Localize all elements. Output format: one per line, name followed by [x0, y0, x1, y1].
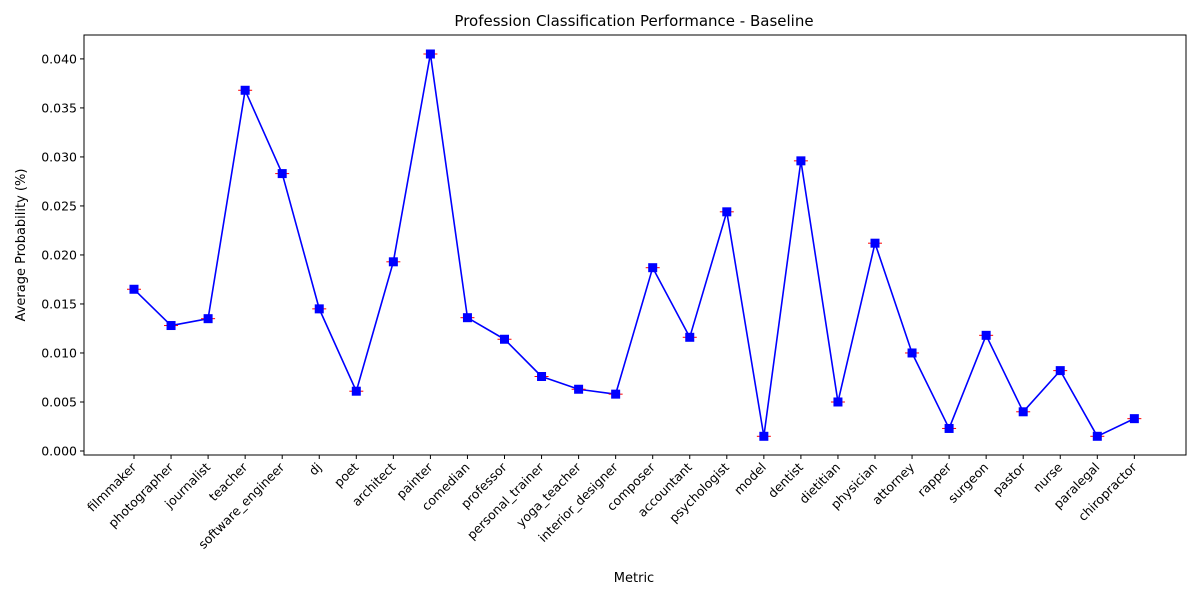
data-point-marker: [648, 263, 658, 273]
chart-title: Profession Classification Performance - …: [454, 12, 813, 30]
data-point-marker: [944, 423, 954, 433]
data-point-marker: [314, 304, 324, 314]
data-point-marker: [351, 386, 361, 396]
y-tick-label: 0.015: [41, 296, 77, 311]
x-tick-label: model: [731, 460, 769, 498]
y-tick-label: 0.040: [41, 51, 77, 66]
x-axis-title: Metric: [614, 571, 654, 586]
x-axis-ticks: filmmakerphotographerjournalistteacherso…: [84, 455, 1140, 552]
data-point-marker: [500, 334, 509, 344]
x-tick-label: yoga_teacher: [513, 459, 584, 530]
data-point-marker: [203, 314, 213, 324]
data-point-marker: [1055, 366, 1065, 376]
x-tick-label: nurse: [1030, 459, 1066, 495]
data-point-marker: [1129, 414, 1139, 424]
data-point-marker: [277, 169, 287, 179]
data-point-marker: [574, 384, 584, 394]
data-point-marker: [833, 397, 843, 407]
y-tick-label: 0.020: [41, 247, 77, 262]
y-tick-label: 0.005: [41, 394, 77, 409]
data-point-marker: [611, 389, 621, 399]
data-point-marker: [722, 207, 732, 217]
y-tick-label: 0.025: [41, 198, 77, 213]
series-line: [133, 53, 1135, 438]
data-point-marker: [1092, 431, 1102, 441]
data-point-marker: [537, 372, 547, 382]
plot-area-frame: [83, 34, 1187, 456]
data-point-marker: [166, 321, 176, 331]
data-point-marker: [425, 49, 435, 59]
data-point-marker: [388, 257, 398, 267]
data-point-marker: [870, 238, 880, 248]
data-point-marker: [462, 313, 472, 323]
data-point-marker: [759, 431, 769, 441]
y-tick-label: 0.030: [41, 149, 77, 164]
y-axis-ticks: 0.000 0.005 0.010 0.015 0.020 0.025 0.030 0.035…: [41, 51, 84, 459]
data-point-marker: [240, 85, 250, 95]
x-tick-label: dj: [306, 460, 325, 479]
x-tick-label: surgeon: [945, 460, 991, 506]
data-point-marker: [129, 284, 139, 294]
y-tick-label: 0.010: [41, 345, 77, 360]
data-point-marker: [796, 156, 806, 166]
data-point-marker: [981, 330, 991, 340]
data-point-marker: [1018, 407, 1028, 417]
data-point-marker: [907, 348, 917, 358]
x-tick-label: poet: [331, 459, 362, 490]
y-tick-label: 0.000: [41, 444, 77, 459]
data-point-marker: [685, 332, 695, 342]
y-tick-label: 0.035: [41, 100, 77, 115]
y-axis-title: Average Probability (%): [14, 169, 29, 322]
series-layer: [127, 49, 1142, 441]
x-tick-label: pastor: [990, 459, 1029, 498]
